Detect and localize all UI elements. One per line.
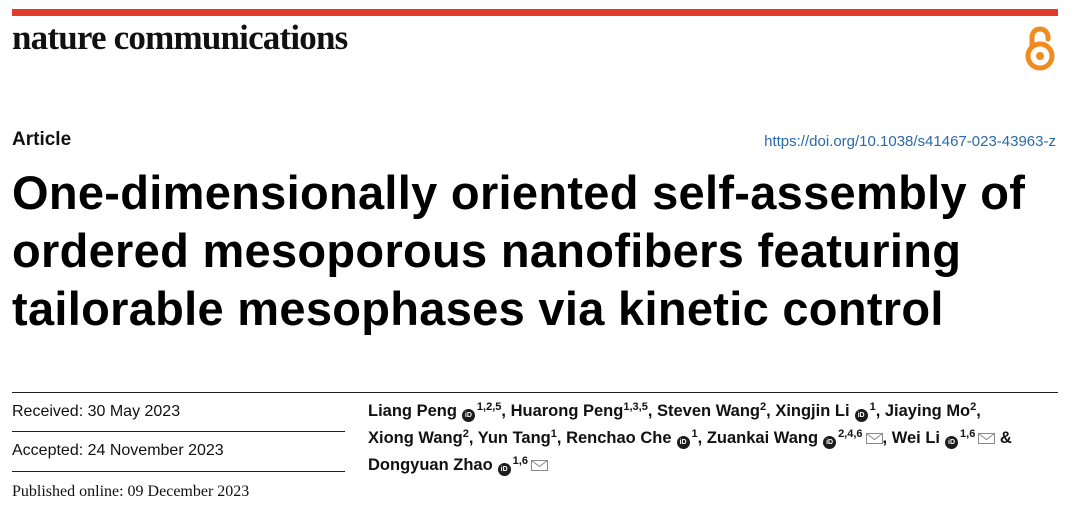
author-name[interactable]: Wei Li xyxy=(891,429,941,447)
mail-icon[interactable] xyxy=(978,433,996,444)
author-separator: , xyxy=(647,402,653,420)
author-name[interactable]: Steven Wang xyxy=(657,402,760,420)
article-title: One-dimensionally oriented self-assembly… xyxy=(12,166,1026,335)
author-item: Wei Li iD1,6 & xyxy=(891,428,1012,449)
author-affiliation-numbers: 1 xyxy=(550,428,557,440)
divider xyxy=(12,431,345,432)
author-item: Renchao Che iD1, xyxy=(566,428,703,449)
author-separator: , xyxy=(882,429,888,447)
author-name[interactable]: Yun Tang xyxy=(477,429,551,447)
author-list: Liang Peng iD1,2,5, Huarong Peng1,3,5, St… xyxy=(368,398,1068,479)
author-item: Yun Tang1, xyxy=(477,428,562,448)
journal-name[interactable]: nature communications xyxy=(12,18,348,57)
author-affiliation-numbers: 1 xyxy=(691,428,698,440)
orcid-icon[interactable]: iD xyxy=(461,409,475,422)
author-separator: & xyxy=(995,429,1012,447)
author-name[interactable]: Jiaying Mo xyxy=(884,402,971,420)
author-name[interactable]: Renchao Che xyxy=(566,429,672,447)
author-affiliation-numbers: 2 xyxy=(462,428,469,440)
orcid-icon[interactable]: iD xyxy=(676,436,690,449)
author-item: Jiaying Mo2, xyxy=(884,401,981,421)
author-item: Xingjin Li iD1, xyxy=(775,401,881,422)
author-item: Zuankai Wang iD2,4,6, xyxy=(706,428,888,449)
author-name[interactable]: Dongyuan Zhao xyxy=(368,456,493,474)
author-name[interactable]: Xingjin Li xyxy=(775,402,850,420)
author-item: Dongyuan Zhao iD1,6 xyxy=(368,455,548,476)
journal-accent-bar xyxy=(12,9,1058,16)
doi-link[interactable]: https://doi.org/10.1038/s41467-023-43963… xyxy=(764,133,1056,150)
author-affiliation-numbers: 2 xyxy=(760,401,767,413)
author-separator: , xyxy=(976,402,981,420)
orcid-icon[interactable]: iD xyxy=(854,409,868,422)
author-item: Xiong Wang2, xyxy=(368,428,474,448)
orcid-icon[interactable]: iD xyxy=(823,436,837,449)
article-type: Article xyxy=(12,129,72,150)
divider xyxy=(12,471,345,472)
author-separator: , xyxy=(697,429,703,447)
author-affiliation-numbers: 1,6 xyxy=(512,455,528,467)
author-separator: , xyxy=(875,402,881,420)
orcid-icon[interactable]: iD xyxy=(945,436,959,449)
author-name[interactable]: Liang Peng xyxy=(368,402,457,420)
author-name[interactable]: Huarong Peng xyxy=(510,402,624,420)
author-separator: , xyxy=(766,402,771,420)
accepted-date: Accepted: 24 November 2023 xyxy=(12,442,224,459)
author-affiliation-numbers: 1,2,5 xyxy=(476,401,502,413)
author-affiliation-numbers: 1 xyxy=(869,401,876,413)
orcid-icon[interactable]: iD xyxy=(497,463,511,476)
published-date: Published online: 09 December 2023 xyxy=(12,483,250,500)
divider xyxy=(12,392,1058,393)
author-item: Huarong Peng1,3,5, xyxy=(510,401,653,421)
author-name[interactable]: Xiong Wang xyxy=(368,429,463,447)
mail-icon[interactable] xyxy=(530,460,548,471)
author-affiliation-numbers: 2 xyxy=(970,401,977,413)
author-affiliation-numbers: 1,3,5 xyxy=(623,401,648,413)
received-date: Received: 30 May 2023 xyxy=(12,403,181,420)
author-separator: , xyxy=(556,429,562,447)
author-affiliation-numbers: 2,4,6 xyxy=(838,428,863,440)
author-affiliation-numbers: 1,6 xyxy=(960,428,976,440)
mail-icon[interactable] xyxy=(865,433,883,444)
open-access-lock-icon xyxy=(1025,26,1055,71)
author-separator: , xyxy=(468,429,474,447)
author-item: Liang Peng iD1,2,5, xyxy=(368,401,506,422)
author-separator: , xyxy=(501,402,506,420)
author-item: Steven Wang2, xyxy=(657,401,771,421)
author-name[interactable]: Zuankai Wang xyxy=(706,429,819,447)
